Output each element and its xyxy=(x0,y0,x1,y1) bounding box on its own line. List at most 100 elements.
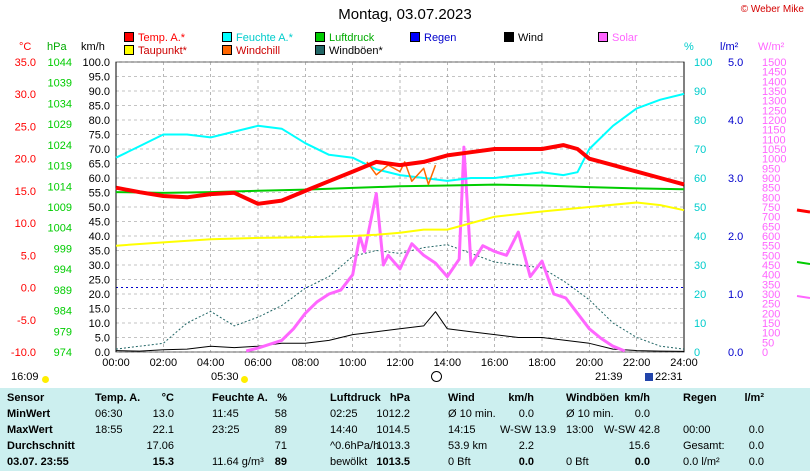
solar-tick-label: 400 xyxy=(762,270,780,282)
x-tick-label: 16:00 xyxy=(481,357,509,369)
stats-cell: 0.0 xyxy=(634,408,650,420)
temp-tick-label: -10.0 xyxy=(11,347,36,359)
stats-cell: 14:40 xyxy=(330,424,358,436)
humidity-tick-label: 30 xyxy=(694,260,706,272)
stats-cell: 06:30 xyxy=(95,408,123,420)
solar-tick-label: 600 xyxy=(762,231,780,243)
stats-cell: 22.1 xyxy=(152,424,174,436)
solar-tick-label: 450 xyxy=(762,260,780,272)
stats-cell: 15.3 xyxy=(152,456,174,468)
wind-tick-label: 60.0 xyxy=(89,173,110,185)
wind-tick-label: 65.0 xyxy=(89,159,110,171)
x-tick-label: 18:00 xyxy=(528,357,556,369)
temp-tick-label: 25.0 xyxy=(15,121,36,133)
stats-cell: 17.06 xyxy=(146,440,174,452)
stats-cell: 0.0 xyxy=(748,424,764,436)
stats-cell: 02:25 xyxy=(330,408,358,420)
stats-cell: 1013.5 xyxy=(376,456,410,468)
stats-header: Windböen xyxy=(566,392,620,404)
pressure-tick-label: 999 xyxy=(54,243,72,255)
stats-row-label: Durchschnitt xyxy=(7,440,75,452)
stats-cell: 11:45 xyxy=(212,408,239,420)
left-time-label: 16:09 xyxy=(11,371,39,383)
moonrise-icon xyxy=(645,373,653,381)
stats-header: Luftdruck xyxy=(330,392,381,404)
wind-tick-label: 15.0 xyxy=(89,304,110,316)
wind-tick-label: 10.0 xyxy=(89,318,110,330)
pressure-tick-label: 1024 xyxy=(48,140,72,152)
rain-tick-label: 0.0 xyxy=(728,347,743,359)
series-line-temp-a xyxy=(115,143,685,206)
wind-tick-label: 45.0 xyxy=(89,217,110,229)
legend-item-windchill: Windchill xyxy=(222,45,280,57)
solar-tick-label: 950 xyxy=(762,163,780,175)
edge-mark xyxy=(796,261,810,265)
pressure-tick-label: 979 xyxy=(54,326,72,338)
pressure-tick-label: 1009 xyxy=(48,202,72,214)
stats-header: Regen xyxy=(683,392,717,404)
humidity-tick-label: 10 xyxy=(694,318,706,330)
stats-cell: ^0.6hPa/h xyxy=(330,440,380,452)
wind-tick-label: 80.0 xyxy=(89,115,110,127)
pressure-tick-label: 1004 xyxy=(48,223,72,235)
solar-tick-label: 200 xyxy=(762,308,780,320)
pressure-tick-label: 1034 xyxy=(48,98,72,110)
sunset-label: 21:39 xyxy=(595,371,623,383)
wind-unit-label: km/h xyxy=(81,41,105,53)
rain-tick-label: 4.0 xyxy=(728,115,743,127)
stats-cell: 1012.2 xyxy=(376,408,410,420)
temp-tick-label: 30.0 xyxy=(15,89,36,101)
rain-tick-label: 3.0 xyxy=(728,173,743,185)
wind-tick-label: 100.0 xyxy=(82,57,110,69)
solar-tick-label: 800 xyxy=(762,192,780,204)
wind-tick-label: 70.0 xyxy=(89,144,110,156)
stats-cell: 23:25 xyxy=(212,424,240,436)
solar-tick-label: 50 xyxy=(762,337,774,349)
solar-tick-label: 1000 xyxy=(762,154,786,166)
series-line-solar xyxy=(245,145,626,353)
x-tick-label: 00:00 xyxy=(102,357,130,369)
rain-tick-label: 2.0 xyxy=(728,231,743,243)
solar-tick-label: 900 xyxy=(762,173,780,185)
solar-tick-label: 100 xyxy=(762,328,780,340)
solar-tick-label: 500 xyxy=(762,250,780,262)
stats-header: l/m² xyxy=(744,392,764,404)
pressure-tick-label: 1039 xyxy=(48,78,72,90)
x-tick-label: 14:00 xyxy=(434,357,462,369)
solar-tick-label: 1350 xyxy=(762,86,786,98)
x-tick-label: 02:00 xyxy=(150,357,178,369)
stats-cell: 13.0 xyxy=(152,408,174,420)
solar-tick-label: 1100 xyxy=(762,134,786,146)
copyright-label[interactable]: © Weber Mike xyxy=(740,4,804,15)
moonrise-label: 22:31 xyxy=(655,371,683,383)
solar-tick-label: 0 xyxy=(762,347,768,359)
legend-item-wind: Wind xyxy=(504,32,543,44)
stats-cell: 14:15 xyxy=(448,424,476,436)
solar-tick-label: 850 xyxy=(762,183,780,195)
edge-mark xyxy=(796,208,810,214)
wind-tick-label: 25.0 xyxy=(89,275,110,287)
below-chart-row: 16:09 05:30 21:39 22:31 xyxy=(0,370,810,388)
temp-unit-label: °C xyxy=(19,41,32,53)
wind-tick-label: 95.0 xyxy=(89,72,110,84)
stats-cell: 1014.5 xyxy=(376,424,410,436)
stats-row-label: MaxWert xyxy=(7,424,53,436)
wind-tick-label: 90.0 xyxy=(89,86,110,98)
stats-cell: 11.64 g/m³ xyxy=(212,456,264,468)
wind-tick-label: 0.0 xyxy=(95,347,110,359)
temp-tick-label: 5.0 xyxy=(21,250,36,262)
sun-icon xyxy=(42,376,49,383)
wind-tick-label: 5.0 xyxy=(95,333,110,345)
sunrise-label: 05:30 xyxy=(211,371,239,383)
stats-header: km/h xyxy=(508,392,534,404)
stats-cell: Ø 10 min. xyxy=(566,408,614,420)
pressure-tick-label: 1044 xyxy=(48,57,72,69)
humidity-tick-label: 60 xyxy=(694,173,706,185)
humidity-tick-label: 0 xyxy=(694,347,700,359)
pressure-tick-label: 984 xyxy=(54,306,72,318)
solar-tick-label: 150 xyxy=(762,318,780,330)
stats-header: km/h xyxy=(624,392,650,404)
legend-item-solar: Solar xyxy=(598,32,638,44)
humidity-tick-label: 100 xyxy=(694,57,712,69)
